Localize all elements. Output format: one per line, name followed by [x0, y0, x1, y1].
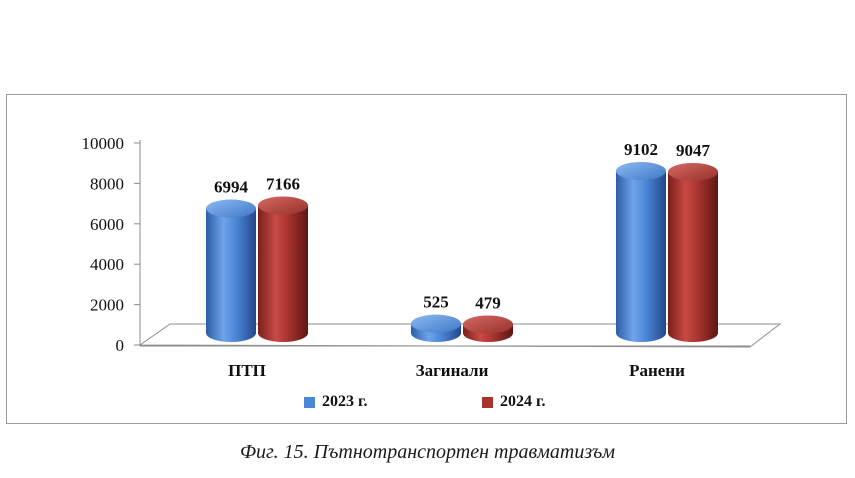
- bar-2023-0: [206, 208, 256, 342]
- y-tick-label: 4000: [90, 255, 124, 274]
- bar-2024-0: [258, 205, 308, 342]
- data-label: 6994: [214, 178, 249, 197]
- bar-top-2024-1: [463, 315, 513, 334]
- bar-top-2023-2: [616, 161, 666, 180]
- y-tick-label: 6000: [90, 215, 124, 234]
- bar-top-2024-2: [668, 162, 718, 181]
- legend-item-2024: 2024 г.: [482, 393, 545, 411]
- data-label: 9047: [676, 141, 711, 160]
- y-tick-label: 2000: [90, 296, 124, 315]
- bar-2023-2: [616, 170, 666, 342]
- data-label: 479: [475, 293, 501, 312]
- legend-swatch-2024: [482, 396, 493, 408]
- category-label-layer: ПТП Загинали Ранени: [228, 361, 685, 380]
- bar-layer: [206, 161, 718, 342]
- y-tick-label: 10000: [82, 134, 125, 153]
- legend-label-2023: 2023 г.: [322, 393, 368, 410]
- legend-swatch-2023: [304, 396, 315, 408]
- data-label: 525: [423, 293, 449, 312]
- bar-2024-2: [668, 171, 718, 342]
- y-tick-layer: 0 2000 4000 6000 8000 10000: [82, 134, 140, 355]
- y-tick-label: 8000: [90, 174, 124, 193]
- legend-label-2024: 2024 г.: [500, 393, 546, 410]
- data-label: 9102: [624, 140, 658, 159]
- bar-top-2023-0: [206, 199, 256, 218]
- bar-top-2023-1: [411, 314, 461, 333]
- bar-top-2024-0: [258, 196, 308, 215]
- category-label: Ранени: [629, 361, 685, 380]
- data-label: 7166: [266, 174, 300, 193]
- legend-item-2023: 2023 г.: [304, 393, 367, 411]
- category-label: ПТП: [228, 361, 266, 380]
- category-label: Загинали: [416, 361, 489, 380]
- data-label-layer: 6994 7166 525 479 9102 9047: [214, 140, 711, 312]
- figure-caption: Фиг. 15. Пътнотранспортен травматизъм: [239, 441, 616, 463]
- y-tick-label: 0: [116, 336, 125, 355]
